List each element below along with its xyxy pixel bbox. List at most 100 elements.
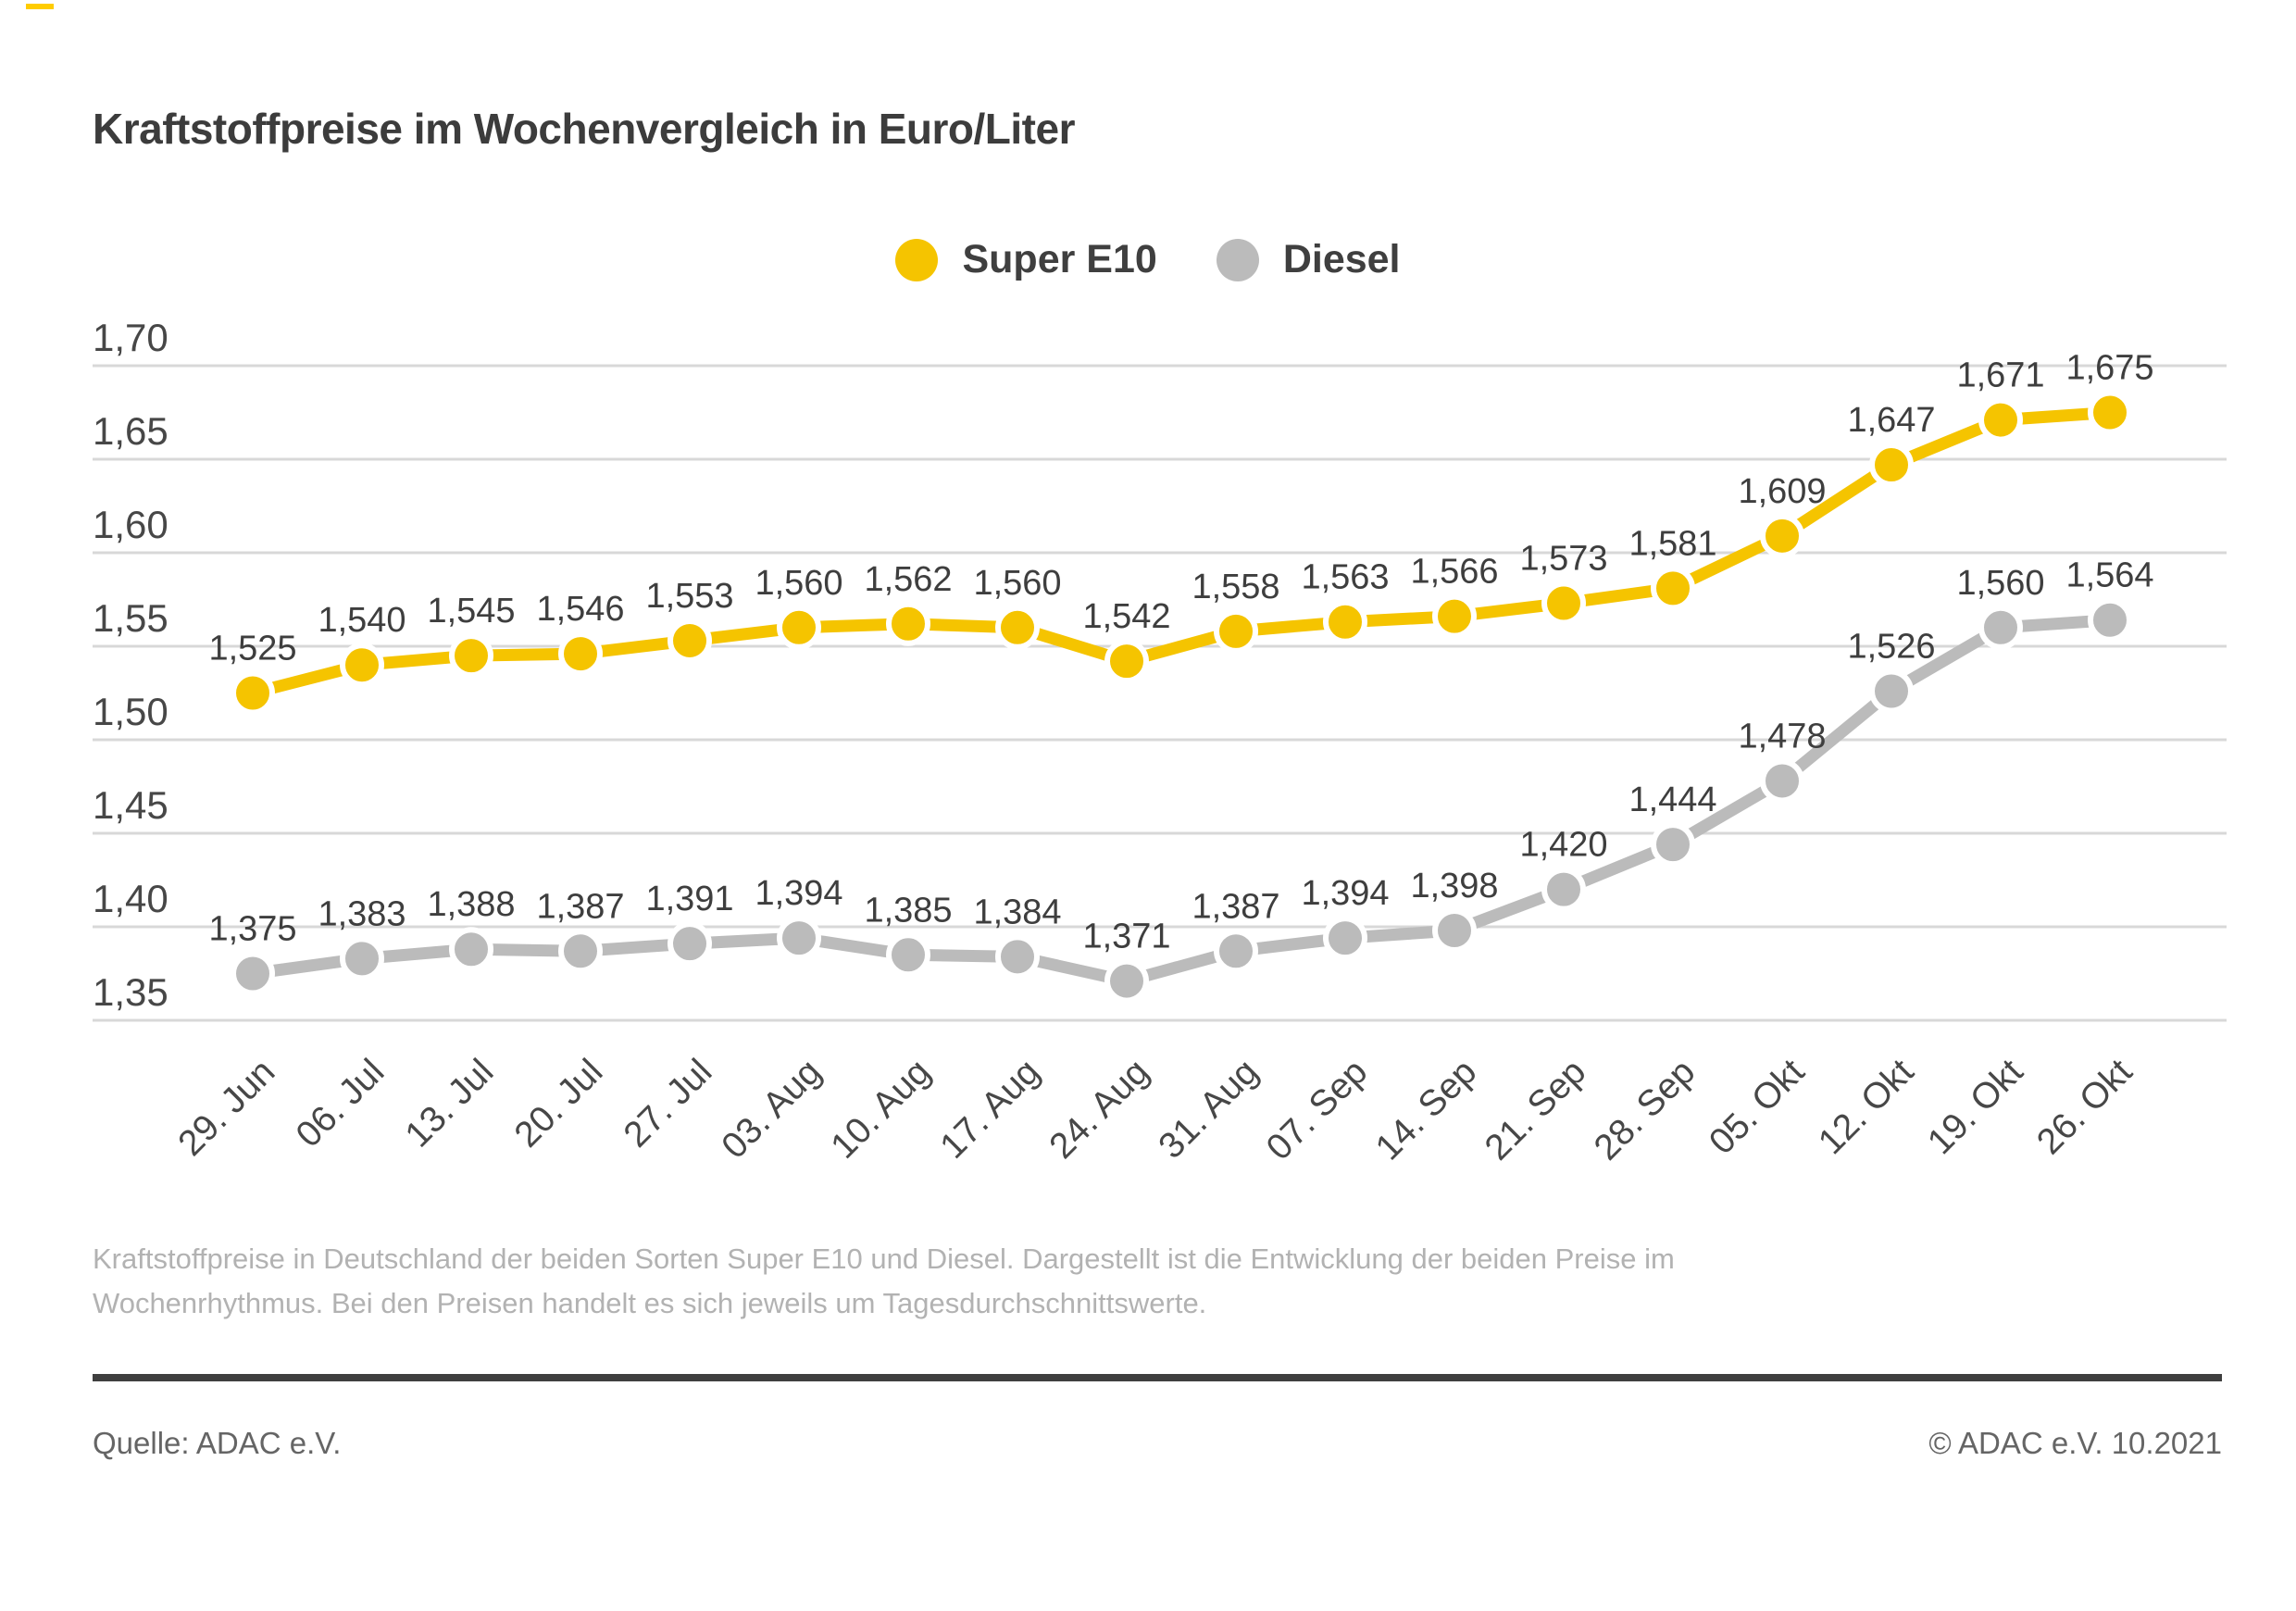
x-axis-tick-label: 20. Jul: [507, 1052, 611, 1155]
data-point-super-e10: [1651, 566, 1695, 611]
data-label-super-e10: 1,540: [318, 601, 406, 640]
data-label-diesel: 1,385: [864, 891, 952, 930]
x-axis-tick-label: 27. Jul: [617, 1052, 720, 1155]
y-axis-tick-label: 1,40: [93, 877, 168, 920]
data-point-super-e10: [1323, 599, 1367, 644]
data-point-super-e10: [1978, 397, 2023, 443]
legend-label-diesel: Diesel: [1282, 237, 1401, 281]
y-axis-tick-label: 1,55: [93, 596, 168, 640]
data-label-diesel: 1,387: [1192, 887, 1279, 926]
diesel-dot-icon: [1216, 238, 1259, 281]
data-point-diesel: [1760, 758, 1804, 804]
data-point-diesel: [995, 934, 1040, 980]
data-point-super-e10: [1104, 639, 1149, 684]
data-label-super-e10: 1,581: [1628, 524, 1716, 563]
y-axis-tick-label: 1,45: [93, 783, 168, 827]
data-label-super-e10: 1,562: [864, 560, 952, 599]
data-point-diesel: [1323, 916, 1367, 961]
data-point-diesel: [1214, 929, 1258, 974]
data-label-super-e10: 1,525: [208, 630, 296, 668]
chart-description-line-2: Wochenrhythmus. Bei den Preisen handelt …: [93, 1287, 1207, 1319]
x-axis-tick-label: 17. Aug: [932, 1052, 1047, 1167]
y-axis-tick-label: 1,65: [93, 409, 168, 453]
data-label-super-e10: 1,560: [973, 564, 1061, 603]
y-axis-tick-label: 1,35: [93, 970, 168, 1014]
x-axis-tick-label: 31. Aug: [1151, 1052, 1266, 1167]
y-axis-tick-label: 1,60: [93, 503, 168, 546]
data-label-diesel: 1,526: [1847, 627, 1935, 666]
data-label-super-e10: 1,609: [1738, 472, 1826, 511]
data-point-super-e10: [995, 605, 1040, 650]
data-point-diesel: [1432, 908, 1477, 954]
data-label-super-e10: 1,553: [645, 577, 733, 616]
chart-description-line-1: Kraftstoffpreise in Deutschland der beid…: [93, 1243, 1675, 1275]
data-point-diesel: [1104, 958, 1149, 1004]
data-label-super-e10: 1,546: [536, 590, 624, 629]
x-axis-tick-label: 28. Sep: [1587, 1052, 1703, 1168]
data-label-diesel: 1,384: [973, 893, 1061, 931]
data-point-diesel: [1541, 867, 1586, 912]
data-point-super-e10: [558, 631, 603, 677]
data-point-diesel: [668, 921, 712, 967]
data-label-diesel: 1,371: [1082, 918, 1170, 956]
data-point-diesel: [886, 932, 930, 978]
data-label-diesel: 1,391: [645, 880, 733, 918]
data-label-diesel: 1,478: [1738, 717, 1826, 756]
data-point-diesel: [558, 929, 603, 974]
data-point-super-e10: [886, 601, 930, 646]
data-label-diesel: 1,387: [536, 887, 624, 926]
source-label: Quelle: ADAC e.V.: [93, 1426, 342, 1460]
data-label-diesel: 1,420: [1519, 826, 1607, 865]
brand-dash: [26, 4, 54, 9]
x-axis-tick-label: 13. Jul: [398, 1052, 502, 1155]
y-axis-tick-label: 1,50: [93, 690, 168, 733]
data-point-super-e10: [1214, 608, 1258, 654]
x-axis-tick-label: 26. Okt: [2029, 1052, 2140, 1162]
data-point-super-e10: [1869, 443, 1914, 488]
data-label-super-e10: 1,558: [1192, 568, 1279, 606]
data-point-diesel: [449, 927, 493, 972]
data-label-super-e10: 1,647: [1847, 401, 1935, 440]
legend-item-super-e10: Super E10: [895, 237, 1157, 282]
data-label-super-e10: 1,573: [1519, 540, 1607, 579]
x-axis-tick-label: 12. Okt: [1811, 1052, 1921, 1162]
data-label-diesel: 1,560: [1956, 564, 2044, 603]
data-point-super-e10: [231, 670, 275, 716]
chart-legend: Super E10 Diesel: [0, 237, 2296, 282]
data-label-super-e10: 1,542: [1082, 597, 1170, 636]
data-point-diesel: [231, 951, 275, 996]
data-label-diesel: 1,564: [2065, 556, 2153, 595]
copyright-label: © ADAC e.V. 10.2021: [1928, 1426, 2222, 1460]
x-axis-tick-label: 07. Sep: [1259, 1052, 1375, 1168]
data-label-super-e10: 1,675: [2065, 349, 2153, 388]
data-point-super-e10: [1760, 513, 1804, 558]
data-label-super-e10: 1,560: [755, 564, 842, 603]
data-label-diesel: 1,394: [1301, 874, 1389, 913]
page-title: Kraftstoffpreise im Wochenvergleich in E…: [93, 105, 1075, 153]
data-point-diesel: [340, 936, 384, 981]
data-label-diesel: 1,383: [318, 894, 406, 933]
x-axis-tick-label: 29. Jun: [170, 1052, 282, 1164]
x-axis-tick-label: 19. Okt: [1920, 1052, 2030, 1162]
data-point-super-e10: [1541, 581, 1586, 626]
y-axis-tick-label: 1,70: [93, 316, 168, 359]
data-point-super-e10: [2088, 390, 2132, 435]
source-row: Quelle: ADAC e.V. © ADAC e.V. 10.2021: [93, 1426, 2222, 1461]
x-axis-tick-label: 10. Aug: [823, 1052, 938, 1167]
x-axis-tick-label: 05. Okt: [1702, 1052, 1812, 1162]
data-label-diesel: 1,388: [427, 885, 515, 924]
legend-label-super-e10: Super E10: [962, 237, 1157, 281]
data-point-diesel: [1651, 822, 1695, 868]
x-axis-tick-label: 21. Sep: [1478, 1052, 1593, 1168]
data-point-super-e10: [449, 633, 493, 679]
data-point-diesel: [777, 916, 821, 961]
x-axis-tick-label: 24. Aug: [1042, 1052, 1156, 1167]
data-label-diesel: 1,375: [208, 910, 296, 949]
data-label-super-e10: 1,566: [1410, 553, 1498, 592]
data-label-super-e10: 1,563: [1301, 558, 1389, 597]
data-label-diesel: 1,394: [755, 874, 842, 913]
data-point-super-e10: [668, 618, 712, 663]
x-axis-tick-label: 06. Jul: [289, 1052, 393, 1155]
